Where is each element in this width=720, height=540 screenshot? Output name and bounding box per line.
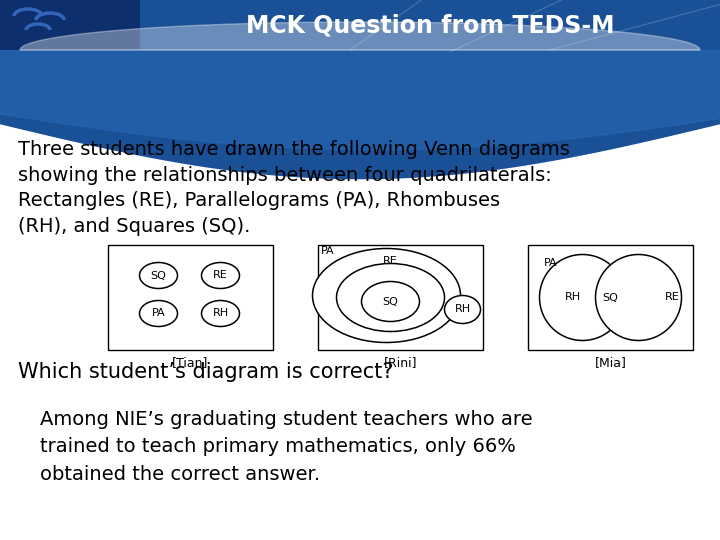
Bar <box>108 245 273 350</box>
Bar <box>0 0 720 50</box>
Ellipse shape <box>202 300 240 327</box>
Text: RH: RH <box>212 308 228 319</box>
Bar <box>528 245 693 350</box>
Ellipse shape <box>336 264 444 332</box>
Text: [Tian]: [Tian] <box>172 356 209 369</box>
Text: RE: RE <box>665 293 680 302</box>
Bar <box>318 245 483 350</box>
Text: PA: PA <box>320 246 334 256</box>
Text: RH: RH <box>454 305 471 314</box>
Circle shape <box>595 254 682 341</box>
Text: RE: RE <box>383 256 398 267</box>
Text: Among NIE’s graduating student teachers who are
trained to teach primary mathema: Among NIE’s graduating student teachers … <box>40 410 533 483</box>
Ellipse shape <box>202 262 240 288</box>
Ellipse shape <box>444 295 480 323</box>
Bar <box>0 0 140 50</box>
Ellipse shape <box>140 262 178 288</box>
Circle shape <box>539 254 626 341</box>
Text: RE: RE <box>213 271 228 280</box>
Text: Three students have drawn the following Venn diagrams
showing the relationships : Three students have drawn the following … <box>18 140 570 237</box>
Polygon shape <box>20 22 700 50</box>
Text: MCK Question from TEDS-M: MCK Question from TEDS-M <box>246 13 614 37</box>
Text: PA: PA <box>152 308 166 319</box>
Text: SQ: SQ <box>603 293 618 302</box>
Ellipse shape <box>312 248 461 342</box>
Text: SQ: SQ <box>150 271 166 280</box>
Text: Which student’s diagram is correct?: Which student’s diagram is correct? <box>18 362 394 382</box>
Text: SQ: SQ <box>382 296 398 307</box>
Text: [Rini]: [Rini] <box>384 356 418 369</box>
Text: RH: RH <box>564 293 580 302</box>
Ellipse shape <box>140 300 178 327</box>
Text: PA: PA <box>544 259 557 268</box>
Ellipse shape <box>361 281 420 321</box>
Text: [Mia]: [Mia] <box>595 356 626 369</box>
